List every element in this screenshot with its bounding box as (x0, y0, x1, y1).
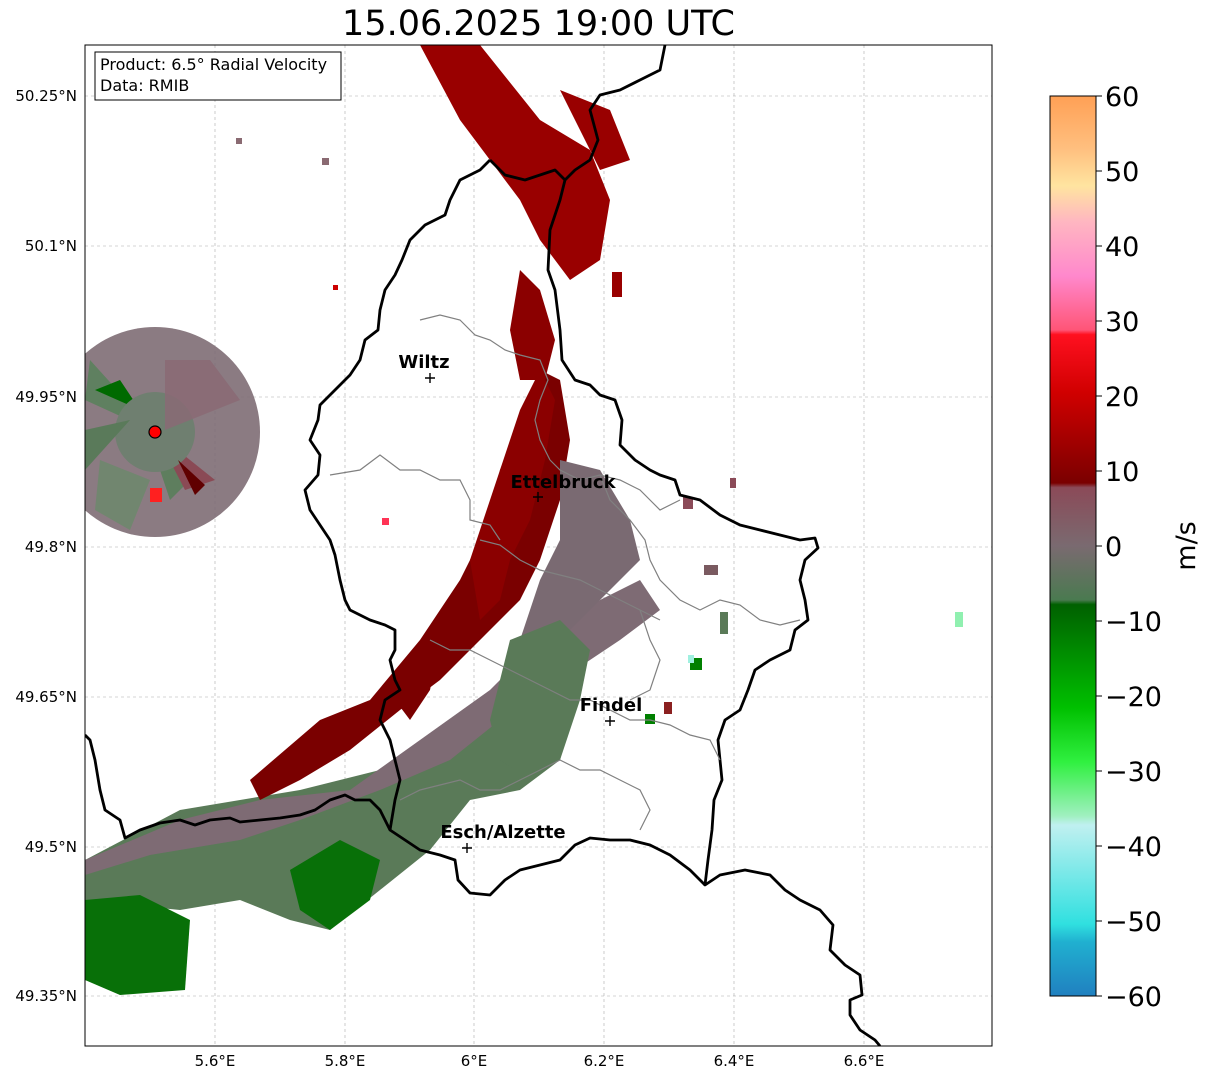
colorbar-tick-label: 40 (1105, 232, 1139, 263)
radar-site-marker (148, 425, 162, 439)
colorbar-tick-label: 50 (1105, 157, 1139, 188)
lat-axis: 50.25°N 50.1°N 49.95°N 49.8°N 49.65°N 49… (15, 87, 77, 1005)
city-markers (425, 373, 615, 853)
city-label-esch-alzette: Esch/Alzette (440, 822, 565, 843)
colorbar-tick-label: −40 (1105, 832, 1162, 863)
city-label-ettelbruck: Ettelbruck (510, 472, 616, 493)
colorbar: 60 50 40 30 20 10 0 −10 −20 −30 −40 −50 … (1049, 82, 1202, 1013)
lon-label: 5.8°E (325, 1052, 366, 1070)
lon-label: 6°E (461, 1052, 488, 1070)
radar-site-echoes (85, 327, 260, 537)
lat-label: 49.8°N (25, 538, 77, 556)
colorbar-tick-label: 10 (1105, 457, 1139, 488)
country-borders (85, 45, 882, 1046)
colorbar-tick-label: −10 (1105, 607, 1162, 638)
colorbar-tick-label: 30 (1105, 307, 1139, 338)
colorbar-ticks (1096, 95, 1102, 997)
lon-label: 6.2°E (584, 1052, 625, 1070)
colorbar-tick-label: −20 (1105, 682, 1162, 713)
lat-label: 49.65°N (15, 688, 77, 706)
lat-label: 49.95°N (15, 388, 77, 406)
lat-label: 49.5°N (25, 838, 77, 856)
scattered-echoes (236, 138, 963, 724)
city-label-wiltz: Wiltz (398, 352, 449, 373)
lon-label: 6.6°E (844, 1052, 885, 1070)
lon-label: 5.6°E (195, 1052, 236, 1070)
colorbar-tick-label: −30 (1105, 757, 1162, 788)
colorbar-tick-label: −50 (1105, 907, 1162, 938)
colorbar-gradient (1049, 95, 1097, 997)
colorbar-tick-label: 60 (1105, 82, 1139, 113)
city-label-findel: Findel (580, 695, 643, 716)
canton-borders (329, 314, 801, 831)
info-data-source: Data: RMIB (100, 76, 189, 95)
map-title: 15.06.2025 19:00 UTC (342, 4, 735, 44)
colorbar-tick-label: 20 (1105, 382, 1139, 413)
plot-border (84, 44, 993, 1047)
radar-echo-band (85, 45, 660, 995)
lat-label: 49.35°N (15, 987, 77, 1005)
colorbar-tick-label: 0 (1105, 532, 1122, 563)
lat-label: 50.1°N (25, 237, 77, 255)
lon-axis: 5.6°E 5.8°E 6°E 6.2°E 6.4°E 6.6°E (195, 1052, 885, 1070)
map-layers: Wiltz Ettelbruck Findel Esch/Alzette (85, 45, 992, 1046)
colorbar-tick-label: −60 (1105, 982, 1162, 1013)
info-product: Product: 6.5° Radial Velocity (100, 55, 327, 74)
colorbar-unit-label: m/s (1171, 521, 1202, 570)
lon-label: 6.4°E (714, 1052, 755, 1070)
info-box: Product: 6.5° Radial Velocity Data: RMIB (94, 51, 342, 101)
lat-label: 50.25°N (15, 87, 77, 105)
